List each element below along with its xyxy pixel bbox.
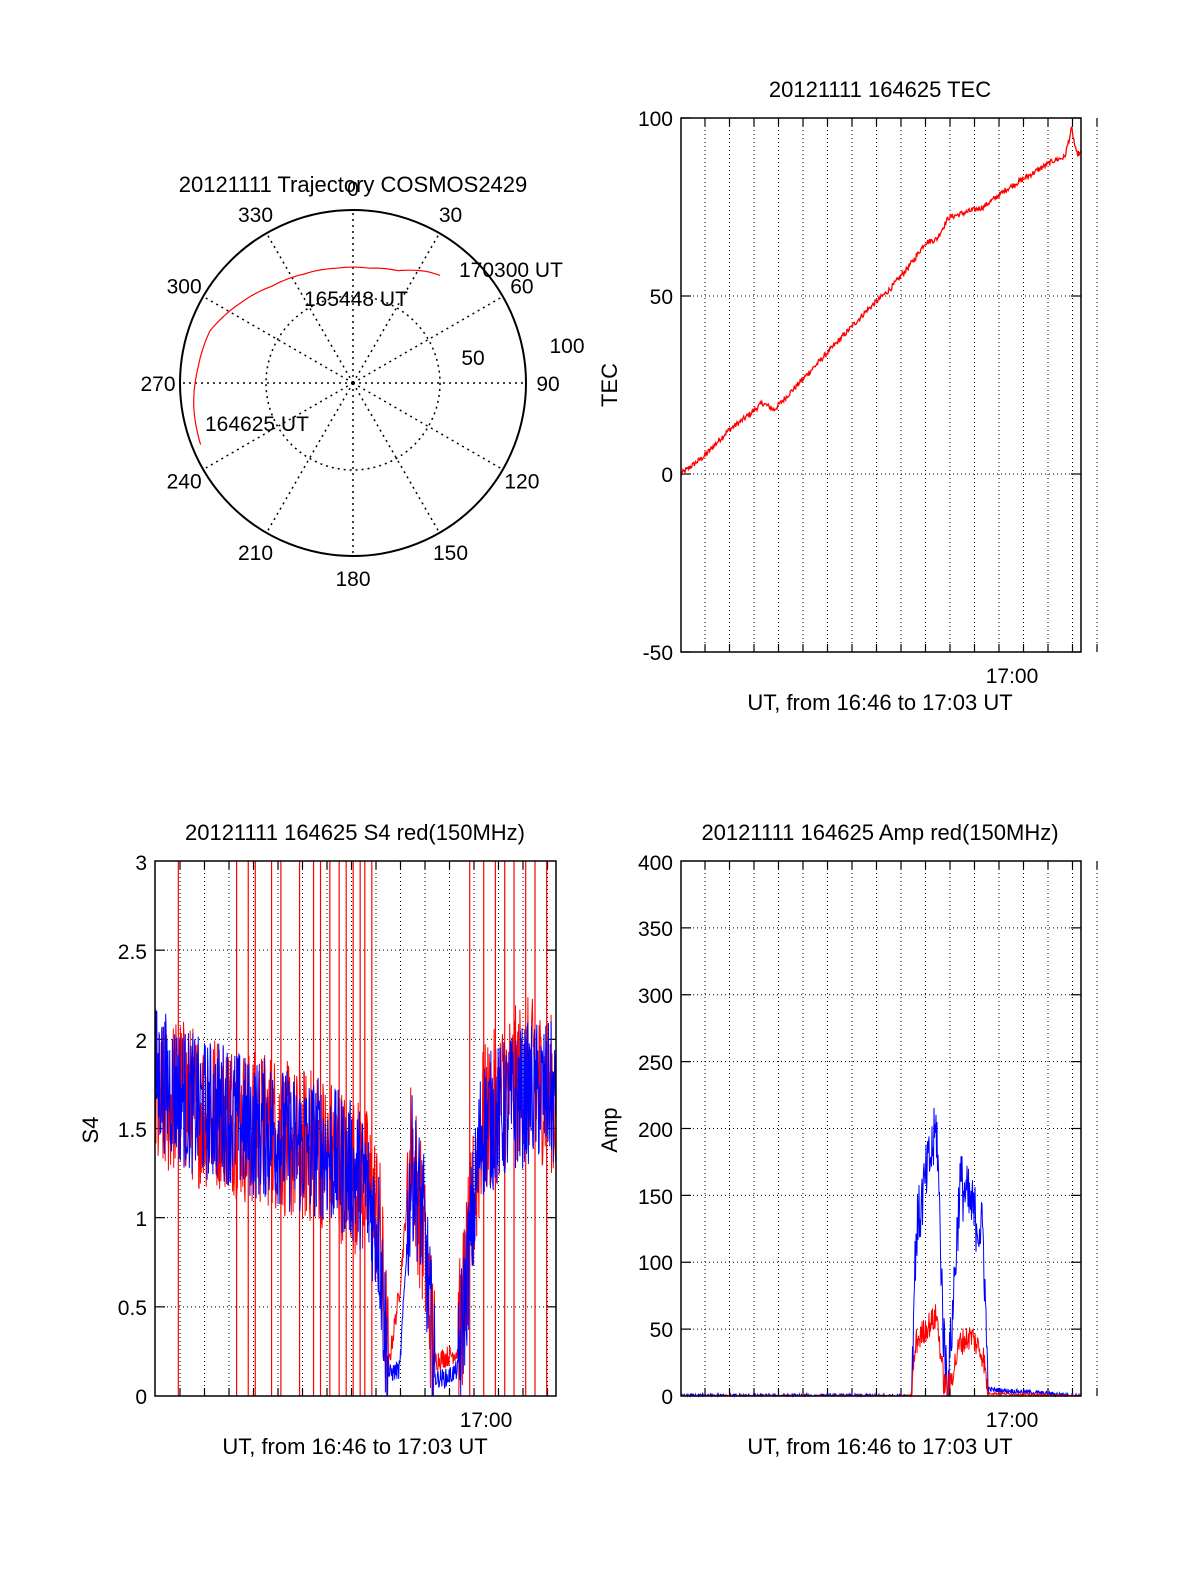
s4-ytick-label-5: 2.5 bbox=[118, 941, 147, 964]
s4-plot-frame bbox=[154, 860, 557, 1397]
polar-spoke-150 bbox=[352, 382, 441, 534]
amp-series-blue bbox=[681, 1107, 1082, 1398]
polar-azimuth-label-0: 0 bbox=[347, 178, 359, 201]
amp-ylabel: Amp bbox=[597, 1107, 622, 1152]
s4-ytick-label-6: 3 bbox=[135, 852, 147, 875]
s4-xlabel: UT, from 16:46 to 17:03 UT bbox=[222, 1434, 487, 1459]
polar-azimuth-label-60: 60 bbox=[510, 276, 533, 299]
tec-ticks bbox=[681, 117, 1098, 653]
tec-grid bbox=[681, 117, 1098, 653]
polar-ring-50 bbox=[265, 295, 441, 471]
tec-xlabel: UT, from 16:46 to 17:03 UT bbox=[747, 690, 1012, 715]
polar-spokes bbox=[180, 210, 526, 556]
amp-ytick-label-7: 350 bbox=[638, 918, 673, 941]
s4-ytick-label-0: 0 bbox=[135, 1386, 147, 1409]
s4-ylabel: S4 bbox=[78, 1117, 103, 1144]
tec-ytick-label-1: 0 bbox=[661, 464, 673, 487]
tec-plot-frame bbox=[680, 117, 1082, 653]
polar-chart: 20121111 Trajectory COSMOS2429 0 30 60 90 12… bbox=[140, 172, 584, 591]
tec-series-red bbox=[680, 126, 1082, 477]
s4-ytick-label-1: 0.5 bbox=[118, 1297, 147, 1320]
polar-azimuth-label-30: 30 bbox=[439, 204, 462, 227]
s4-ytick-label-3: 1.5 bbox=[118, 1119, 147, 1142]
polar-spoke-240 bbox=[202, 382, 354, 471]
annotation-mid-time: 165448 UT bbox=[304, 288, 408, 311]
amp-ytick-label-6: 300 bbox=[638, 985, 673, 1008]
s4-series-blue bbox=[154, 1009, 557, 1397]
amp-ytick-label-3: 150 bbox=[638, 1186, 673, 1209]
polar-spoke-120 bbox=[352, 382, 504, 471]
polar-spoke-330 bbox=[265, 232, 354, 384]
amp-plot-frame bbox=[680, 860, 1082, 1397]
amp-ticks bbox=[681, 861, 1098, 1396]
amp-ytick-label-5: 250 bbox=[638, 1052, 673, 1075]
tec-ytick-label-3: 100 bbox=[638, 108, 673, 131]
polar-azimuth-label-180: 180 bbox=[335, 568, 370, 591]
annotation-start-time: 164625 UT bbox=[205, 413, 309, 436]
amp-title: 20121111 164625 Amp red(150MHz) bbox=[701, 820, 1058, 845]
polar-azimuth-label-210: 210 bbox=[238, 542, 273, 565]
polar-azimuth-label-240: 240 bbox=[167, 471, 202, 494]
amp-ytick-label-0: 0 bbox=[661, 1386, 673, 1409]
polar-trajectory-line bbox=[193, 266, 441, 445]
polar-azimuth-label-300: 300 bbox=[167, 276, 202, 299]
polar-azimuth-label-150: 150 bbox=[433, 542, 468, 565]
amp-ytick-label-8: 400 bbox=[638, 852, 673, 875]
tec-ytick-label-0: -50 bbox=[643, 642, 673, 665]
amp-chart: 20121111 164625 Amp red(150MHz) 0 50 100… bbox=[597, 820, 1098, 1459]
s4-xtick-label: 17:00 bbox=[460, 1409, 513, 1432]
amp-ytick-label-2: 100 bbox=[638, 1252, 673, 1275]
annotation-end-time: 170300 UT bbox=[459, 259, 563, 282]
polar-outer-circle bbox=[179, 209, 527, 557]
polar-spoke-210 bbox=[265, 382, 354, 534]
polar-ring-label-100: 100 bbox=[549, 335, 584, 358]
amp-xlabel: UT, from 16:46 to 17:03 UT bbox=[747, 1434, 1012, 1459]
s4-title: 20121111 164625 S4 red(150MHz) bbox=[185, 820, 525, 845]
polar-azimuth-labels: 0 30 60 90 120 150 180 210 240 270 300 330 bbox=[140, 178, 559, 591]
polar-spoke-60 bbox=[352, 295, 504, 384]
polar-azimuth-label-330: 330 bbox=[238, 204, 273, 227]
s4-ytick-label-2: 1 bbox=[135, 1208, 147, 1231]
tec-xtick-label: 17:00 bbox=[986, 665, 1039, 688]
amp-xtick-label: 17:00 bbox=[986, 1409, 1039, 1432]
tec-ylabel: TEC bbox=[597, 363, 622, 407]
polar-azimuth-label-120: 120 bbox=[504, 471, 539, 494]
s4-ytick-label-4: 2 bbox=[135, 1030, 147, 1053]
tec-ytick-label-2: 50 bbox=[650, 286, 673, 309]
tec-title: 20121111 164625 TEC bbox=[769, 77, 991, 102]
polar-azimuth-label-270: 270 bbox=[140, 373, 175, 396]
polar-azimuth-label-90: 90 bbox=[536, 373, 559, 396]
s4-ticks bbox=[155, 861, 556, 1396]
polar-spoke-30 bbox=[352, 232, 441, 384]
tec-chart: 20121111 164625 TEC -50 0 50 100 17:00 U… bbox=[597, 77, 1098, 715]
polar-spoke-300 bbox=[202, 295, 354, 384]
amp-series-red bbox=[681, 1304, 1082, 1398]
polar-title: 20121111 Trajectory COSMOS2429 bbox=[179, 172, 528, 197]
polar-ring-label-50: 50 bbox=[461, 347, 484, 370]
amp-ytick-label-1: 50 bbox=[650, 1319, 673, 1342]
amp-ytick-label-4: 200 bbox=[638, 1119, 673, 1142]
amp-grid bbox=[681, 861, 1098, 1396]
s4-chart: 20121111 164625 S4 red(150MHz) 0 0.5 1 1… bbox=[78, 820, 557, 1459]
